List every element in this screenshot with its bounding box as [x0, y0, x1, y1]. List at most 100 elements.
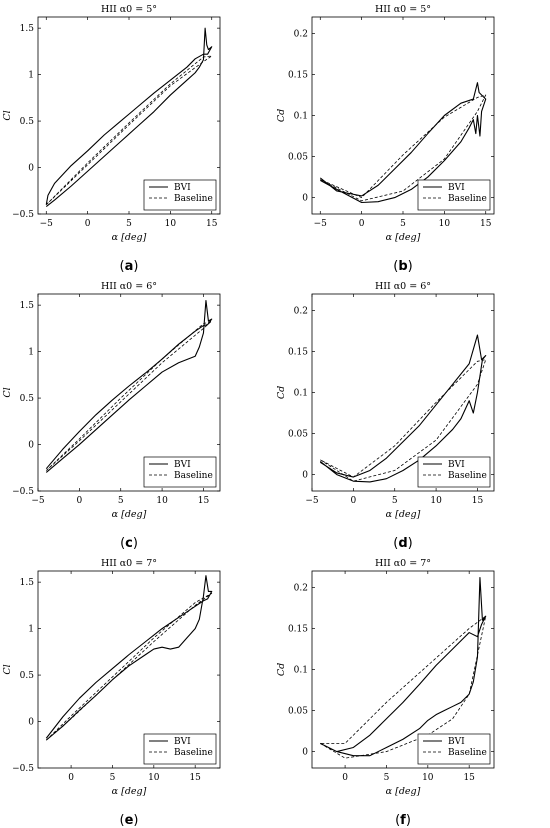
y-tick-label: 0.1	[294, 112, 308, 122]
legend-label-bvi: BVI	[174, 460, 191, 470]
legend-label-baseline: Baseline	[174, 194, 213, 204]
legend-label-baseline: Baseline	[448, 748, 487, 758]
legend-label-bvi: BVI	[174, 737, 191, 747]
y-tick-label: 1	[28, 71, 34, 81]
x-axis-label: α [deg]	[386, 232, 421, 243]
legend-label-baseline: Baseline	[448, 194, 487, 204]
series-bvi-line	[319, 82, 487, 204]
legend-label-bvi: BVI	[448, 183, 465, 193]
y-tick-label: 0.2	[294, 29, 308, 39]
y-tick-label: 0.5	[20, 117, 35, 127]
panel-caption: (c)	[120, 536, 138, 551]
chart-title: HII α0 = 5°	[101, 4, 157, 15]
y-tick-label: 0.15	[288, 70, 308, 80]
series-bvi-line	[45, 575, 213, 741]
panel-caption: (e)	[120, 813, 139, 828]
chart-title: HII α0 = 7°	[101, 558, 157, 569]
x-tick-label: 0	[76, 496, 82, 506]
panel-caption: (d)	[393, 536, 412, 551]
y-tick-label: 0	[302, 748, 308, 758]
y-tick-label: 0.2	[294, 306, 308, 316]
y-tick-label: 0.2	[294, 583, 308, 593]
y-tick-label: −0.5	[12, 210, 34, 220]
series-baseline-line	[45, 320, 213, 471]
series-baseline-line	[45, 592, 213, 741]
plot-frame	[37, 570, 221, 769]
legend-label-bvi: BVI	[448, 460, 465, 470]
series-bvi-line	[319, 334, 487, 483]
series-bvi-line	[45, 27, 213, 208]
chart-title: HII α0 = 6°	[375, 281, 431, 292]
legend-box	[417, 733, 491, 765]
legend-label-baseline: Baseline	[448, 471, 487, 481]
x-tick-label: 5	[392, 496, 398, 506]
x-tick-label: 10	[148, 773, 160, 783]
legend-box	[417, 179, 491, 211]
x-tick-label: 10	[430, 496, 442, 506]
chart-panel-f: HII α0 = 7° 0 5 10 15 0 0.05 0.1 0.15 0.2 α [deg] C…	[276, 558, 495, 828]
y-tick-label: 1	[28, 348, 34, 358]
panel-caption: (a)	[120, 259, 139, 274]
series-baseline-line	[45, 55, 213, 205]
legend-label-baseline: Baseline	[174, 471, 213, 481]
plot-frame	[37, 293, 221, 492]
x-tick-label: 15	[206, 219, 218, 229]
chart-panel-c: HII α0 = 6° −5 0 5 10 15 −0.5 0 0.5 1 1.5 α [deg] Cl…	[2, 281, 221, 551]
legend-box	[143, 733, 217, 765]
x-tick-label: 0	[68, 773, 74, 783]
series-baseline-line	[320, 615, 487, 759]
y-tick-label: 1.5	[20, 301, 35, 311]
x-axis-label: α [deg]	[112, 509, 147, 520]
panel-caption: (f)	[395, 813, 411, 828]
y-tick-label: 0	[302, 471, 308, 481]
y-tick-label: 0.05	[288, 707, 308, 717]
x-axis-label: α [deg]	[386, 509, 421, 520]
x-tick-label: 15	[480, 219, 492, 229]
y-tick-label: 0	[28, 441, 34, 451]
y-tick-label: 0.5	[20, 394, 35, 404]
y-tick-label: 0.05	[288, 430, 308, 440]
y-axis-label: Cd	[276, 663, 287, 676]
y-tick-label: 1.5	[20, 24, 35, 34]
x-axis-label: α [deg]	[386, 786, 421, 797]
x-tick-label: −5	[31, 496, 45, 506]
series-baseline-line	[320, 359, 487, 482]
x-tick-label: 10	[156, 496, 168, 506]
legend-box	[143, 179, 217, 211]
x-axis-label: α [deg]	[112, 786, 147, 797]
y-axis-label: Cl	[2, 110, 13, 120]
y-axis-label: Cd	[276, 109, 287, 122]
x-tick-label: 0	[350, 496, 356, 506]
y-tick-label: 0.15	[288, 347, 308, 357]
y-tick-label: −0.5	[12, 764, 34, 774]
x-tick-label: 5	[110, 773, 116, 783]
x-tick-label: 15	[472, 496, 484, 506]
y-tick-label: 0.05	[288, 153, 308, 163]
y-tick-label: 0	[28, 718, 34, 728]
y-tick-label: 1.5	[20, 578, 35, 588]
legend-box	[417, 456, 491, 488]
x-tick-label: 0	[85, 219, 91, 229]
series-baseline-line	[320, 94, 487, 202]
legend-label-baseline: Baseline	[174, 748, 213, 758]
x-tick-label: 10	[165, 219, 177, 229]
x-tick-label: 10	[439, 219, 451, 229]
x-tick-label: 10	[422, 773, 434, 783]
x-tick-label: 5	[384, 773, 390, 783]
x-tick-label: −5	[305, 496, 319, 506]
series-bvi-line	[45, 299, 213, 473]
x-tick-label: −5	[314, 219, 328, 229]
x-tick-label: 0	[359, 219, 365, 229]
y-axis-label: Cl	[2, 664, 13, 674]
x-tick-label: 0	[342, 773, 348, 783]
legend-box	[143, 456, 217, 488]
x-tick-label: 5	[118, 496, 124, 506]
y-tick-label: 1	[28, 625, 34, 635]
x-tick-label: 5	[400, 219, 406, 229]
legend-label-bvi: BVI	[448, 737, 465, 747]
chart-panel-b: HII α0 = 5° −5 0 5 10 15 0 0.05 0.1 0.15 0.2 α [deg…	[276, 4, 495, 274]
x-tick-label: 15	[463, 773, 475, 783]
